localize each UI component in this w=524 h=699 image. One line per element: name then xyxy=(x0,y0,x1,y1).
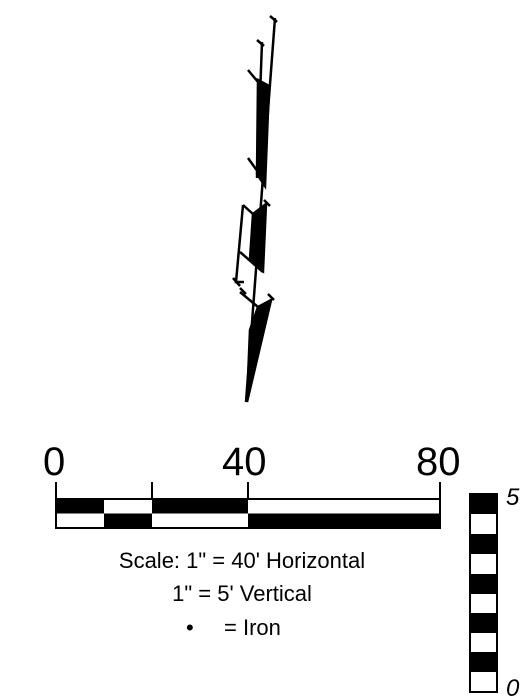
profile-open-box xyxy=(234,204,245,284)
legend-iron: = Iron xyxy=(224,615,281,640)
scale-segment-filled xyxy=(152,499,248,514)
iron-symbol: • xyxy=(186,615,194,640)
profile-tick xyxy=(267,293,275,301)
vertical-scale-bottom-label: 0 xyxy=(506,675,520,699)
profile-section-edge xyxy=(239,251,264,273)
profile-tick xyxy=(269,15,278,23)
vertical-segment-empty xyxy=(484,672,497,692)
profile-tick xyxy=(256,39,265,47)
vertical-segment-filled xyxy=(470,613,484,633)
profile-tick xyxy=(239,287,247,295)
vertical-segment-empty xyxy=(484,594,497,613)
scale-tick-label-80: 80 xyxy=(416,440,461,484)
profile-tick xyxy=(246,157,260,173)
legend: Scale: 1" = 40' Horizontal 1" = 5' Verti… xyxy=(119,548,365,640)
vertical-scale-border xyxy=(469,493,498,693)
profile-filled-section-2 xyxy=(248,201,268,274)
profile-tick xyxy=(263,199,271,207)
vertical-segment-empty xyxy=(484,633,497,652)
scale-tick-label-0: 0 xyxy=(43,440,65,484)
vertical-segment-empty xyxy=(484,554,497,574)
profile-drawing xyxy=(232,15,278,403)
vertical-segment-filled xyxy=(470,574,484,594)
profile-section-edge xyxy=(255,41,264,179)
vertical-segment-empty xyxy=(484,514,497,534)
horizontal-scale-bar: 0 40 80 xyxy=(43,440,461,529)
vertical-segment-filled xyxy=(470,652,484,672)
profile-tick xyxy=(247,69,259,83)
profile-section-edge xyxy=(242,204,254,215)
scale-tick-label-40: 40 xyxy=(222,440,267,484)
legend-vertical-scale: 1" = 5' Vertical xyxy=(172,581,312,606)
legend-horizontal-scale: Scale: 1" = 40' Horizontal xyxy=(119,548,365,573)
vertical-scale-bar: 5 0 xyxy=(469,484,520,699)
scale-segment-filled xyxy=(104,513,152,528)
vertical-scale-top-label: 5 xyxy=(506,484,520,511)
profile-section-edge xyxy=(239,291,259,308)
scale-segment-filled xyxy=(248,513,440,528)
vertical-segment-filled xyxy=(470,534,484,554)
vertical-segment-filled xyxy=(470,494,484,514)
scale-segment-filled xyxy=(56,499,104,514)
profile-filled-section-3 xyxy=(245,297,273,403)
profile-tick xyxy=(232,277,241,287)
